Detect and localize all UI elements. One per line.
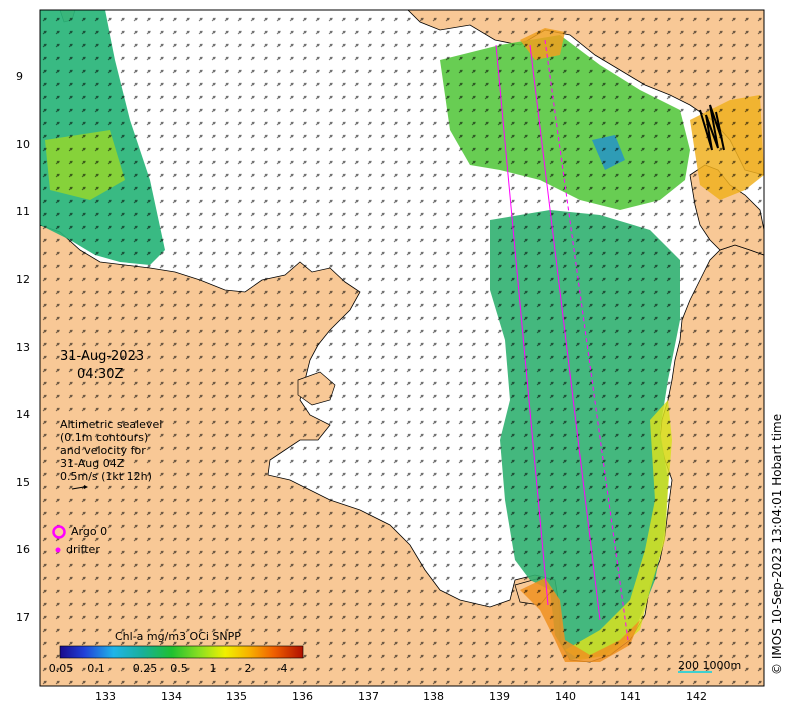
lon-tick-label: 137 [358, 690, 379, 703]
lat-tick-label: 12 [16, 273, 30, 286]
lon-tick-label: 140 [555, 690, 576, 703]
scale-bar-label: 200 1000m [678, 659, 742, 672]
info-line: (0.1m contours) [60, 431, 149, 444]
colorbar-tick: 0.5 [170, 662, 188, 675]
lat-tick-label: 13 [16, 341, 30, 354]
drifter-legend-label: drifter [66, 543, 100, 556]
info-line: and velocity for [60, 444, 146, 457]
altimeter-track-2 [529, 44, 601, 621]
colorbar-tick: 0.25 [132, 662, 158, 675]
colorbar-tick: 0.1 [87, 662, 105, 675]
colorbar-tick: 1 [209, 662, 217, 675]
lon-tick-label: 134 [161, 690, 182, 703]
velocity-reference-arrow [71, 486, 85, 490]
lon-tick-label: 138 [423, 690, 444, 703]
lat-tick-label: 9 [16, 70, 23, 83]
lon-tick-label: 133 [95, 690, 116, 703]
map-date: 31-Aug-2023 [60, 349, 145, 364]
lat-tick-label: 17 [16, 611, 30, 624]
colorbar-title: Chl-a mg/m3 OCi SNPP [115, 630, 241, 643]
lat-tick-label: 15 [16, 476, 30, 489]
colorbar-gradient [59, 645, 304, 659]
lat-tick-label: 14 [16, 408, 30, 421]
lon-tick-label: 142 [686, 690, 707, 703]
lat-tick-label: 11 [16, 205, 30, 218]
velocity-arrows [40, 10, 764, 686]
info-line: Altimetric sealevel [60, 418, 163, 431]
lon-tick-label: 139 [489, 690, 510, 703]
map-border [39, 9, 765, 687]
lat-tick-label: 16 [16, 543, 30, 556]
lon-tick-label: 135 [226, 690, 247, 703]
colorbar-tick: 4 [280, 662, 288, 675]
argo-legend-label: Argo 0 [71, 525, 108, 538]
info-line: 31-Aug 04Z [60, 457, 125, 470]
copyright-text: © IMOS 10-Sep-2023 13:04:01 Hobart time [770, 413, 784, 675]
map-time: 04:30Z [77, 367, 124, 382]
lon-tick-label: 136 [292, 690, 313, 703]
info-line: 0.5m/s (1kt 12h) [60, 470, 152, 483]
colorbar-tick: 2 [244, 662, 252, 675]
lon-tick-label: 141 [620, 690, 641, 703]
altimeter-track-1 [495, 44, 549, 606]
drifter-track [699, 104, 725, 151]
lat-tick-label: 10 [16, 138, 30, 151]
colorbar-tick: 0.05 [48, 662, 74, 675]
drifter-marker-icon [55, 547, 61, 553]
velocity-reference-arrowhead [84, 485, 88, 489]
argo-marker-icon [52, 525, 66, 539]
altimeter-track-3 [544, 39, 629, 641]
